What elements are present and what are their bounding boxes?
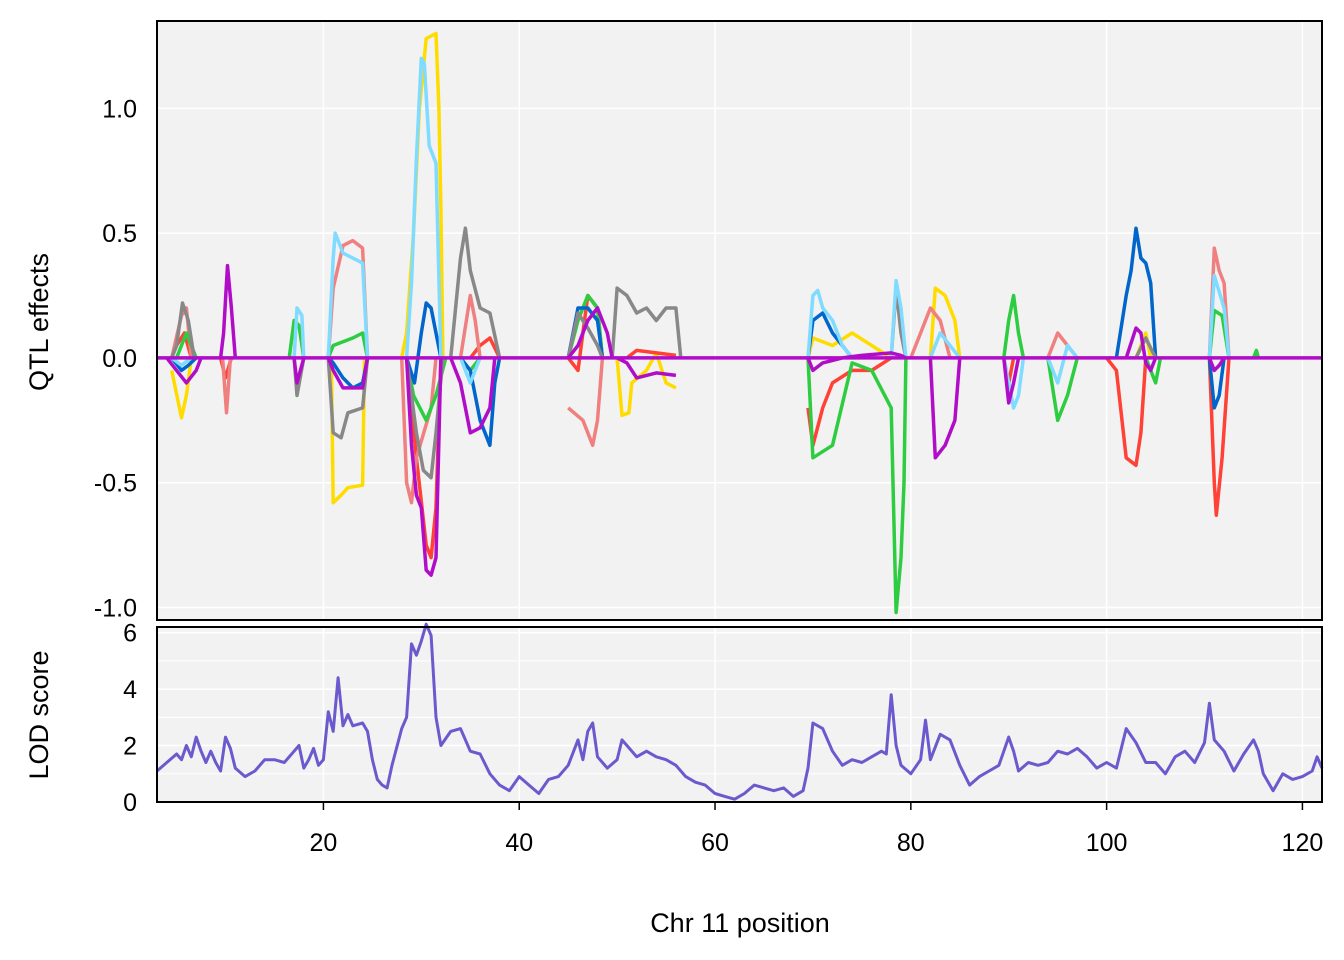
effects-series-6-segment-3 [404,56,443,359]
effects-series-3-segment-2 [326,331,370,359]
effects-series-7-segment-5 [449,357,497,435]
lod-y-tick-label: 0 [123,789,137,817]
effects-y-axis-label: QTL effects [24,253,54,391]
effects-series-2-segment-6 [909,306,952,359]
effects-series-1-segment-8 [1105,356,1148,468]
effects-y-tick-label: -1.0 [94,595,137,623]
lod-panel-bg [157,627,1322,802]
effects-y-tick-label: 0.0 [102,345,137,373]
effects-series-2-segment-5 [567,357,605,448]
effects-series-7-segment-7 [616,356,677,380]
effects-series-5-segment-8 [1134,336,1158,359]
effects-series-4-segment-6 [1114,226,1158,359]
effects-series-7-segment-2 [292,357,306,385]
effects-series-0-segment-0 [169,357,194,420]
x-tick-label: 60 [701,829,729,857]
lod-y-ticks: 0 2 4 6 [123,620,137,817]
effects-series-5-segment-6 [610,286,683,359]
lod-panel-frame [156,626,1323,803]
effects-series-3-segment-7 [1002,293,1026,359]
effects-series-6-segment-10 [1207,273,1231,359]
effects-series-4-segment-7 [1207,357,1226,410]
effects-y-tick-label: -0.5 [94,470,137,498]
effects-series-6-segment-0 [170,356,193,368]
effects-y-tick-label: 0.5 [102,220,137,248]
effects-panel-frame [156,20,1323,621]
lod-y-axis-label: LOD score [24,650,54,779]
effects-y-ticks: 1.0 0.5 0.0 -0.5 -1.0 [94,95,137,622]
effects-series-7-segment-4 [404,357,443,577]
lod-series [156,622,1324,801]
effects-series-6-segment-9 [1046,343,1079,385]
x-tick-label: 20 [310,829,338,857]
x-tick-label: 40 [505,829,533,857]
effects-series-3-segment-6 [806,357,908,615]
effects-series-7-segment-1 [218,263,238,359]
effects-series-6-segment-7 [928,331,962,359]
x-axis-label: Chr 11 position [650,908,830,938]
effects-series-6-segment-2 [326,231,370,358]
lod-y-tick-label: 2 [123,733,137,761]
effects-series-4-segment-0 [170,356,198,373]
effects-series-7-segment-12 [1207,356,1226,373]
effects-series-6-segment-6 [889,278,908,359]
effects-series-4-segment-3 [459,356,502,448]
effects-series-5-segment-4 [448,226,502,359]
effects-panel-bg [157,21,1322,620]
effects-series-6-segment-1 [292,306,306,359]
effects-series-5-segment-5 [566,311,605,359]
effects-series-5-segment-0 [170,301,196,359]
effects-series-7-segment-0 [165,356,203,385]
effects-series-5-segment-3 [404,357,445,480]
effects-series [157,31,1322,615]
effects-series-2-segment-1 [220,357,233,415]
effects-series-1-segment-9 [1207,357,1231,517]
effects-series-3-segment-11 [1251,348,1261,359]
lod-y-tick-label: 4 [123,676,137,704]
effects-series-4-segment-2 [404,301,443,385]
effects-series-7-segment-3 [326,357,370,390]
effects-series-0-segment-1 [329,357,367,505]
lod-series-line-0 [156,622,1324,801]
x-tick-label: 100 [1086,829,1128,857]
effects-series-6-segment-5 [806,288,854,359]
effects-series-6-segment-4 [458,357,482,385]
effects-series-2-segment-4 [458,293,482,359]
effects-y-tick-label: 1.0 [102,95,137,123]
effects-series-7-segment-11 [1124,326,1158,373]
effects-series-7-segment-9 [928,357,962,460]
x-ticks: 20 40 60 80 100 120 [310,802,1324,857]
x-tick-label: 120 [1282,829,1324,857]
lod-y-tick-label: 6 [123,620,137,648]
effects-series-5-segment-2 [326,357,370,440]
effects-series-7-segment-10 [1002,357,1021,405]
effects-series-0-segment-4 [806,331,893,360]
effects-series-7-segment-6 [566,306,614,359]
effects-series-1-segment-3 [468,336,502,359]
effects-series-3-segment-8 [1046,357,1079,423]
effects-series-1-segment-5 [625,348,677,360]
x-tick-label: 80 [897,829,925,857]
